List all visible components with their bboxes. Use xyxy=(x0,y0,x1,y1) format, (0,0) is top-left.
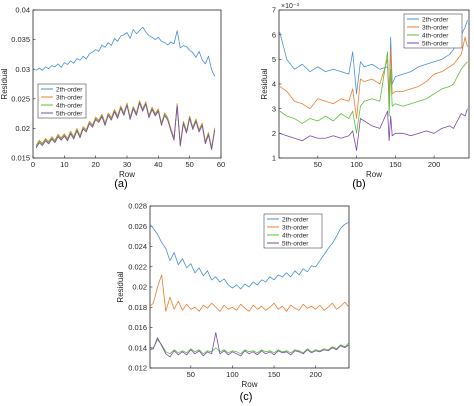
y-tick-label-c: 0.016 xyxy=(128,323,147,332)
y-tick-label-c: 0.026 xyxy=(128,222,147,231)
x-tick-label-b: 200 xyxy=(428,160,441,169)
legend-entry-c: 5th-order xyxy=(282,240,309,247)
series-line-c-5th-order xyxy=(150,332,349,358)
legend-box-a xyxy=(37,83,87,119)
y-tick-label-c: 0.02 xyxy=(132,283,147,292)
series-line-c-3th-order xyxy=(150,274,349,312)
legend-entry-c: 2th-order xyxy=(282,216,309,223)
panel-label-a: (a) xyxy=(114,178,127,190)
y-tick-label-b: 4 xyxy=(272,80,276,89)
panel-label-b: (b) xyxy=(352,178,365,190)
y-tick-label-c: 0.012 xyxy=(128,364,147,373)
x-tick-label-c: 150 xyxy=(268,370,281,379)
series-line-a-5th-order xyxy=(35,102,216,151)
legend-entry-b: 3th-order xyxy=(422,24,449,31)
y-axis-label-c: Residual xyxy=(116,271,125,302)
y-axis-label-b: Residual xyxy=(260,68,269,99)
series-line-c-2th-order xyxy=(150,221,349,290)
legend-box-c xyxy=(263,213,323,249)
legend-entry-a: 2th-order xyxy=(56,86,83,93)
y-tick-label-a: 0.035 xyxy=(11,35,30,44)
y-axis-label-a: Residual xyxy=(0,68,9,99)
y-tick-label-b: 7 xyxy=(272,6,276,15)
legend-box-b xyxy=(403,13,463,49)
y-tick-label-c: 0.018 xyxy=(128,303,147,312)
series-line-b-4th-order xyxy=(279,51,468,134)
y-tick-label-b: 2 xyxy=(272,129,276,138)
x-tick-label-c: 100 xyxy=(226,370,239,379)
y-tick-label-a: 0.04 xyxy=(15,6,30,15)
y-tick-label-c: 0.022 xyxy=(128,262,147,271)
x-axis-label-c: Row xyxy=(241,380,257,389)
y-tick-label-a: 0.025 xyxy=(11,94,30,103)
y-tick-label-c: 0.024 xyxy=(128,242,147,251)
legend-entry-c: 3th-order xyxy=(282,224,309,231)
y-exponent-label-b: ×10⁻³ xyxy=(281,3,300,10)
x-tick-label-c: 200 xyxy=(309,370,322,379)
x-tick-label-a: 20 xyxy=(91,160,99,169)
x-tick-label-a: 60 xyxy=(217,160,225,169)
x-tick-label-b: 150 xyxy=(389,160,402,169)
x-tick-label-a: 0 xyxy=(31,160,35,169)
legend-entry-b: 2th-order xyxy=(422,16,449,23)
y-tick-label-b: 6 xyxy=(272,30,276,39)
series-line-a-2th-order xyxy=(35,26,216,77)
y-tick-label-a: 0.02 xyxy=(15,124,30,133)
y-tick-label-c: 0.028 xyxy=(128,202,147,211)
legend-entry-c: 4th-order xyxy=(282,232,309,239)
series-line-c-4th-order xyxy=(150,339,349,355)
series-line-b-5th-order xyxy=(279,108,468,152)
x-tick-label-b: 100 xyxy=(350,160,363,169)
y-tick-label-b: 3 xyxy=(272,104,276,113)
x-tick-label-a: 10 xyxy=(60,160,68,169)
legend-entry-b: 4th-order xyxy=(422,32,449,39)
y-tick-label-c: 0.014 xyxy=(128,343,147,352)
panel-label-c: (c) xyxy=(240,391,253,403)
legend-entry-b: 5th-order xyxy=(422,40,449,47)
x-axis-label-b: Row xyxy=(366,170,382,179)
legend-entry-a: 5th-order xyxy=(56,110,83,117)
legend-entry-a: 3th-order xyxy=(56,94,83,101)
x-tick-label-b: 50 xyxy=(314,160,322,169)
x-tick-label-c: 50 xyxy=(187,370,195,379)
y-tick-label-b: 5 xyxy=(272,55,276,64)
x-tick-label-a: 50 xyxy=(185,160,193,169)
x-tick-label-a: 30 xyxy=(123,160,131,169)
y-tick-label-a: 0.03 xyxy=(15,65,30,74)
y-tick-label-a: 0.015 xyxy=(11,154,30,163)
x-axis-label-a: Row xyxy=(119,170,135,179)
legend-entry-a: 4th-order xyxy=(56,102,83,109)
y-tick-label-b: 1 xyxy=(272,154,276,163)
x-tick-label-a: 40 xyxy=(154,160,162,169)
